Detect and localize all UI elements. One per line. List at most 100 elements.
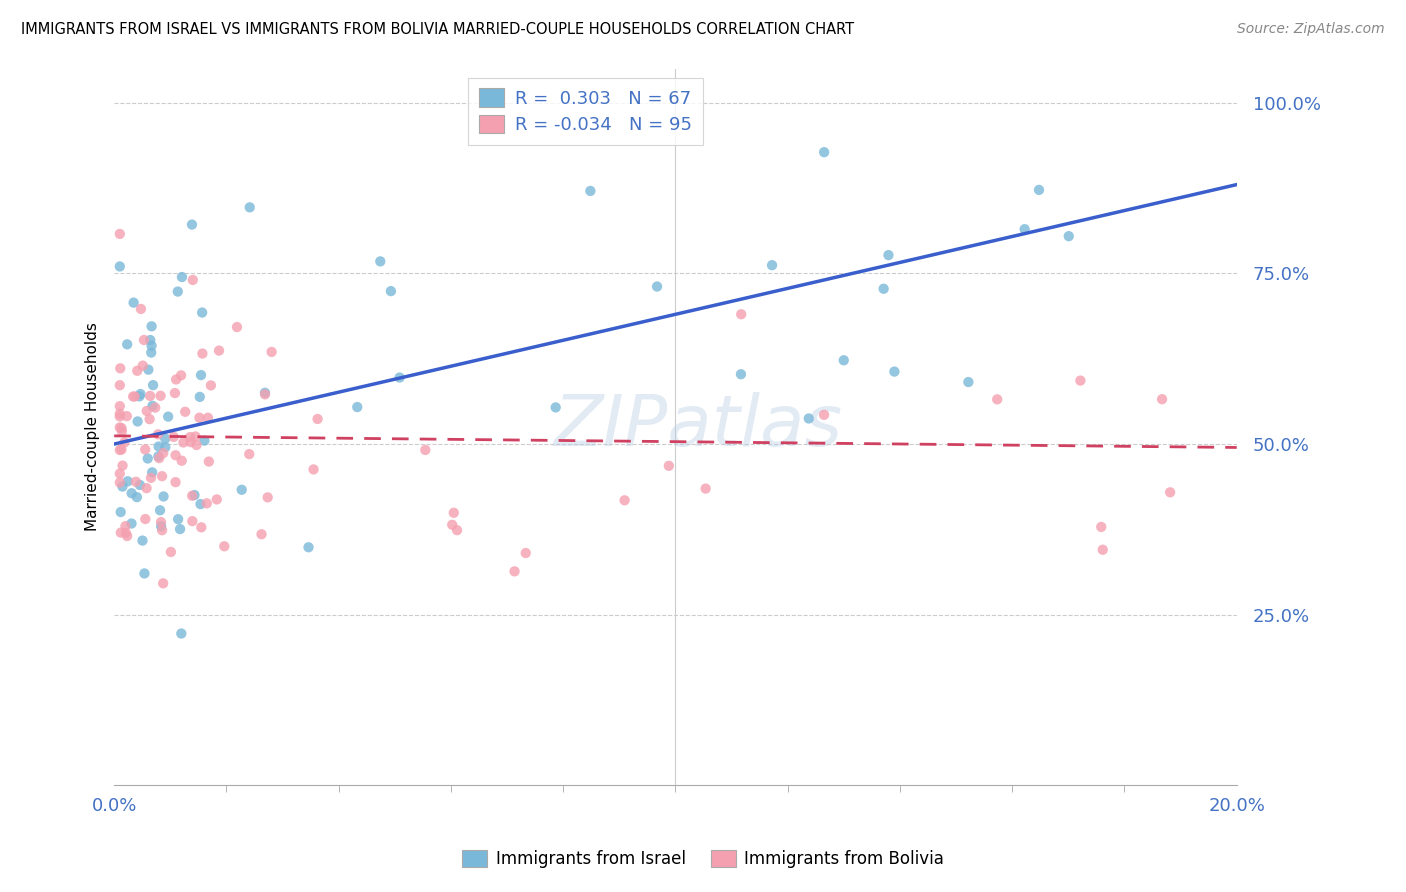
Point <box>191 346 214 360</box>
Point <box>136 451 159 466</box>
Point <box>1028 183 1050 197</box>
Point <box>214 539 236 553</box>
Point <box>208 343 231 358</box>
Point <box>143 401 166 415</box>
Point <box>163 386 186 401</box>
Point <box>190 368 212 383</box>
Point <box>172 435 194 450</box>
Point <box>142 378 165 392</box>
Point <box>1159 485 1181 500</box>
Point <box>108 467 131 481</box>
Point <box>388 370 411 384</box>
Point <box>302 462 325 476</box>
Point <box>128 389 150 403</box>
Point <box>127 364 149 378</box>
Point <box>190 497 212 511</box>
Point <box>260 345 283 359</box>
Point <box>108 260 131 274</box>
Point <box>198 454 221 468</box>
Point <box>226 320 249 334</box>
Point <box>441 517 464 532</box>
Point <box>307 412 329 426</box>
Point <box>146 427 169 442</box>
Point <box>134 442 156 457</box>
Point <box>197 410 219 425</box>
Point <box>115 529 138 543</box>
Point <box>253 385 276 400</box>
Point <box>183 488 205 502</box>
Point <box>128 478 150 492</box>
Point <box>1014 222 1036 236</box>
Point <box>167 512 190 526</box>
Point <box>186 438 208 452</box>
Point <box>986 392 1008 407</box>
Text: ZIPatlas: ZIPatlas <box>554 392 842 461</box>
Point <box>150 515 173 529</box>
Point <box>115 337 138 351</box>
Point <box>108 475 131 490</box>
Point <box>253 387 276 401</box>
Point <box>129 387 152 401</box>
Point <box>872 282 894 296</box>
Point <box>155 440 177 454</box>
Point <box>157 409 180 424</box>
Point <box>957 375 980 389</box>
Point <box>380 284 402 298</box>
Point <box>152 446 174 460</box>
Point <box>152 490 174 504</box>
Legend: R =  0.303   N = 67, R = -0.034   N = 95: R = 0.303 N = 67, R = -0.034 N = 95 <box>468 78 703 145</box>
Point <box>170 626 193 640</box>
Point <box>124 389 146 403</box>
Point <box>125 490 148 504</box>
Point <box>129 301 152 316</box>
Point <box>125 475 148 489</box>
Point <box>166 285 188 299</box>
Point <box>174 405 197 419</box>
Point <box>111 458 134 473</box>
Point <box>148 450 170 464</box>
Y-axis label: Married-couple Households: Married-couple Households <box>86 323 100 532</box>
Point <box>110 525 132 540</box>
Point <box>132 359 155 373</box>
Point <box>114 525 136 540</box>
Point <box>170 270 193 285</box>
Point <box>152 576 174 591</box>
Point <box>114 519 136 533</box>
Point <box>110 505 132 519</box>
Point <box>139 389 162 403</box>
Point <box>658 458 681 473</box>
Point <box>112 435 135 450</box>
Point <box>695 482 717 496</box>
Point <box>238 447 260 461</box>
Point <box>515 546 537 560</box>
Point <box>180 435 202 450</box>
Point <box>415 442 437 457</box>
Point <box>231 483 253 497</box>
Point <box>544 401 567 415</box>
Point <box>141 345 163 359</box>
Point <box>110 442 132 457</box>
Point <box>181 489 204 503</box>
Point <box>443 506 465 520</box>
Point <box>181 273 204 287</box>
Point <box>239 200 262 214</box>
Point <box>165 475 187 490</box>
Point <box>149 503 172 517</box>
Point <box>193 434 215 448</box>
Point <box>181 218 204 232</box>
Point <box>108 399 131 413</box>
Point <box>813 408 835 422</box>
Point <box>346 400 368 414</box>
Point <box>613 493 636 508</box>
Point <box>108 420 131 434</box>
Point <box>200 378 222 392</box>
Point <box>1069 374 1091 388</box>
Point <box>446 523 468 537</box>
Point <box>138 412 160 426</box>
Point <box>195 496 218 510</box>
Point <box>205 492 228 507</box>
Point <box>108 407 131 421</box>
Point <box>813 145 835 160</box>
Point <box>730 307 752 321</box>
Point <box>134 512 156 526</box>
